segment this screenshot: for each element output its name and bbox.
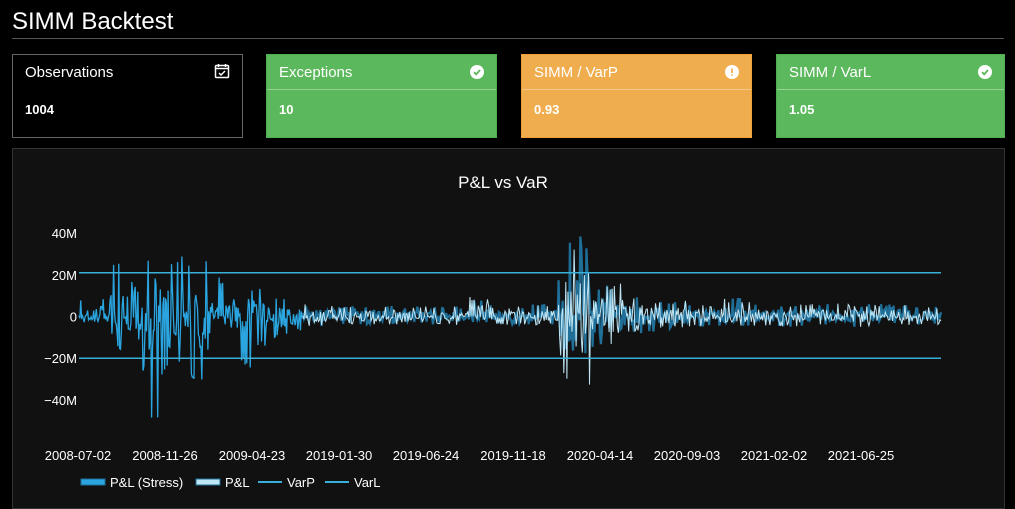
legend-label: P&L (Stress) [110, 475, 183, 490]
legend-item-pnl[interactable]: P&L [195, 475, 250, 490]
legend-item-varp[interactable]: VarP [258, 475, 315, 490]
x-tick-label: 2019-11-18 [480, 448, 546, 463]
x-tick-label: 2008-07-02 [45, 448, 112, 463]
exceptions-value: 10 [279, 102, 294, 117]
y-tick-label: 0 [70, 310, 77, 325]
simm-varp-value: 0.93 [534, 102, 560, 117]
exceptions-card: Exceptions 10 [266, 54, 497, 138]
legend-swatch [80, 478, 106, 486]
pnl-stress-series-line[interactable] [78, 256, 304, 418]
simm-varl-value: 1.05 [789, 102, 815, 117]
simm-varl-card: SIMM / VarL 1.05 [776, 54, 1005, 138]
x-tick-label: 2021-06-25 [828, 448, 895, 463]
x-tick-label: 2008-11-26 [132, 448, 198, 463]
calendar-check-icon [214, 63, 230, 83]
legend-swatch [195, 478, 221, 486]
y-tick-label: 40M [52, 226, 77, 241]
pnl-vs-var-chart[interactable]: P&L vs VaR 40M 20M 0 −20M −40M 2008-07-02 200… [12, 148, 1005, 509]
x-tick-label: 2009-04-23 [219, 448, 286, 463]
check-circle-icon [978, 65, 992, 79]
simm-varl-label: SIMM / VarL [789, 63, 872, 81]
legend-label: VarP [287, 475, 315, 490]
y-tick-label: −40M [44, 393, 77, 408]
x-tick-label: 2021-02-02 [741, 448, 808, 463]
observations-card-header: Observations [13, 55, 242, 90]
observations-card: Observations 1004 [12, 54, 243, 138]
check-circle-icon [470, 65, 484, 79]
x-axis-ticks: 2008-07-02 2008-11-26 2009-04-23 2019-01-30… [45, 448, 895, 463]
observations-label: Observations [25, 64, 114, 81]
simm-varp-card: SIMM / VarP 0.93 [521, 54, 752, 138]
y-tick-label: −20M [44, 351, 77, 366]
simm-varl-card-header: SIMM / VarL [777, 55, 1004, 90]
pnl-series-outline[interactable] [301, 236, 943, 354]
chart-legend[interactable]: P&L (Stress) P&L VarP VarL [80, 475, 381, 490]
page-title: SIMM Backtest [12, 8, 174, 35]
x-tick-label: 2020-09-03 [654, 448, 721, 463]
y-axis-ticks: 40M 20M 0 −20M −40M [44, 226, 77, 408]
legend-label: VarL [354, 475, 381, 490]
legend-item-varl[interactable]: VarL [325, 475, 381, 490]
x-tick-label: 2020-04-14 [567, 448, 634, 463]
exceptions-card-header: Exceptions [267, 55, 496, 90]
series-layer[interactable] [78, 236, 943, 418]
x-tick-label: 2019-01-30 [306, 448, 373, 463]
exceptions-label: Exceptions [279, 63, 353, 81]
title-divider [12, 38, 1004, 39]
legend-item-pnl-stress[interactable]: P&L (Stress) [80, 475, 183, 490]
exclamation-circle-icon [725, 65, 739, 79]
chart-title: P&L vs VaR [458, 173, 548, 192]
pnl-series-line[interactable] [302, 249, 942, 385]
x-tick-label: 2019-06-24 [393, 448, 460, 463]
observations-value: 1004 [25, 102, 54, 117]
simm-varp-card-header: SIMM / VarP [522, 55, 751, 90]
y-tick-label: 20M [52, 268, 77, 283]
legend-label: P&L [225, 475, 250, 490]
simm-varp-label: SIMM / VarP [534, 63, 618, 81]
